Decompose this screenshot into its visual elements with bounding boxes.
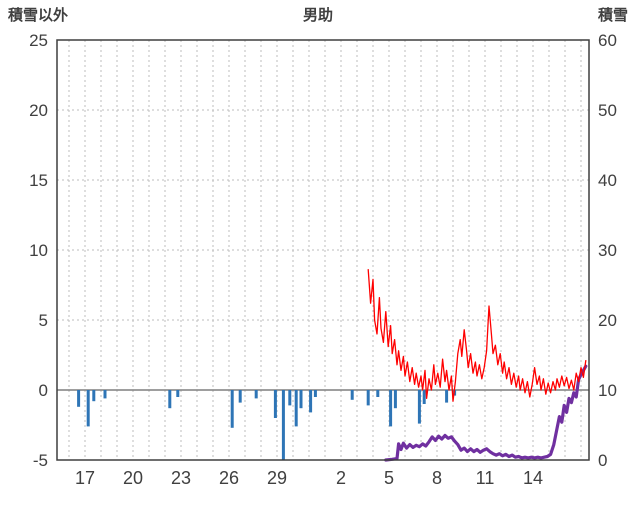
red-line-series xyxy=(367,268,587,402)
x-axis-tick-label: 8 xyxy=(432,468,442,488)
right-axis-title: 積雪 xyxy=(597,7,628,24)
right-axis-tick-label: 30 xyxy=(598,241,617,260)
right-axis-tick-label: 40 xyxy=(598,171,617,190)
blue-bars-bar xyxy=(168,390,172,409)
blue-bars-bar xyxy=(176,390,180,397)
x-axis-tick-label: 14 xyxy=(523,468,543,488)
blue-bars-bar xyxy=(238,390,242,403)
left-axis-tick-label: 10 xyxy=(29,241,48,260)
blue-bars-bar xyxy=(309,390,313,413)
blue-bars-bar xyxy=(422,390,426,404)
blue-bars-bar xyxy=(445,390,449,403)
x-axis-tick-label: 17 xyxy=(75,468,95,488)
blue-bars-bar xyxy=(299,390,303,409)
blue-bars-bar xyxy=(417,390,421,424)
left-axis-title: 積雪以外 xyxy=(8,7,69,24)
left-axis-tick-label: 20 xyxy=(29,101,48,120)
blue-bars-bar xyxy=(77,390,81,407)
left-axis-tick-label: 25 xyxy=(29,31,48,50)
right-axis-tick-label: 50 xyxy=(598,101,617,120)
blue-bars-series xyxy=(77,390,457,460)
blue-bars-bar xyxy=(313,390,317,397)
left-axis-tick-label: -5 xyxy=(33,451,48,470)
x-axis-tick-label: 11 xyxy=(476,468,495,488)
blue-bars-bar xyxy=(389,390,393,427)
blue-bars-bar xyxy=(294,390,298,427)
chart-title: 男助 xyxy=(302,7,333,24)
blue-bars-bar xyxy=(376,390,380,397)
right-axis-tick-label: 0 xyxy=(598,451,607,470)
blue-bars-bar xyxy=(254,390,258,399)
left-axis-tick-label: 5 xyxy=(39,311,48,330)
x-axis-tick-label: 23 xyxy=(171,468,191,488)
x-axis-tick-label: 2 xyxy=(336,468,346,488)
blue-bars-bar xyxy=(281,390,285,460)
x-axis-tick-label: 20 xyxy=(123,468,143,488)
purple-line-series xyxy=(384,364,588,462)
right-axis-tick-label: 20 xyxy=(598,311,617,330)
blue-bars-bar xyxy=(366,390,370,406)
blue-bars-bar xyxy=(103,390,107,399)
x-axis-tick-label: 26 xyxy=(219,468,239,488)
blue-bars-bar xyxy=(288,390,292,406)
right-axis-tick-label: 60 xyxy=(598,31,617,50)
blue-bars-bar xyxy=(92,390,96,402)
blue-bars-bar xyxy=(393,390,397,409)
left-axis-tick-label: 0 xyxy=(39,381,48,400)
blue-bars-bar xyxy=(273,390,277,418)
left-axis-tick-label: 15 xyxy=(29,171,48,190)
blue-bars-bar xyxy=(230,390,234,428)
blue-bars-bar xyxy=(350,390,354,400)
right-axis-tick-label: 10 xyxy=(598,381,617,400)
plot-frame xyxy=(56,39,590,461)
gridlines xyxy=(57,40,589,460)
x-axis-tick-label: 5 xyxy=(384,468,394,488)
blue-bars-bar xyxy=(86,390,90,427)
x-axis-tick-label: 29 xyxy=(267,468,287,488)
